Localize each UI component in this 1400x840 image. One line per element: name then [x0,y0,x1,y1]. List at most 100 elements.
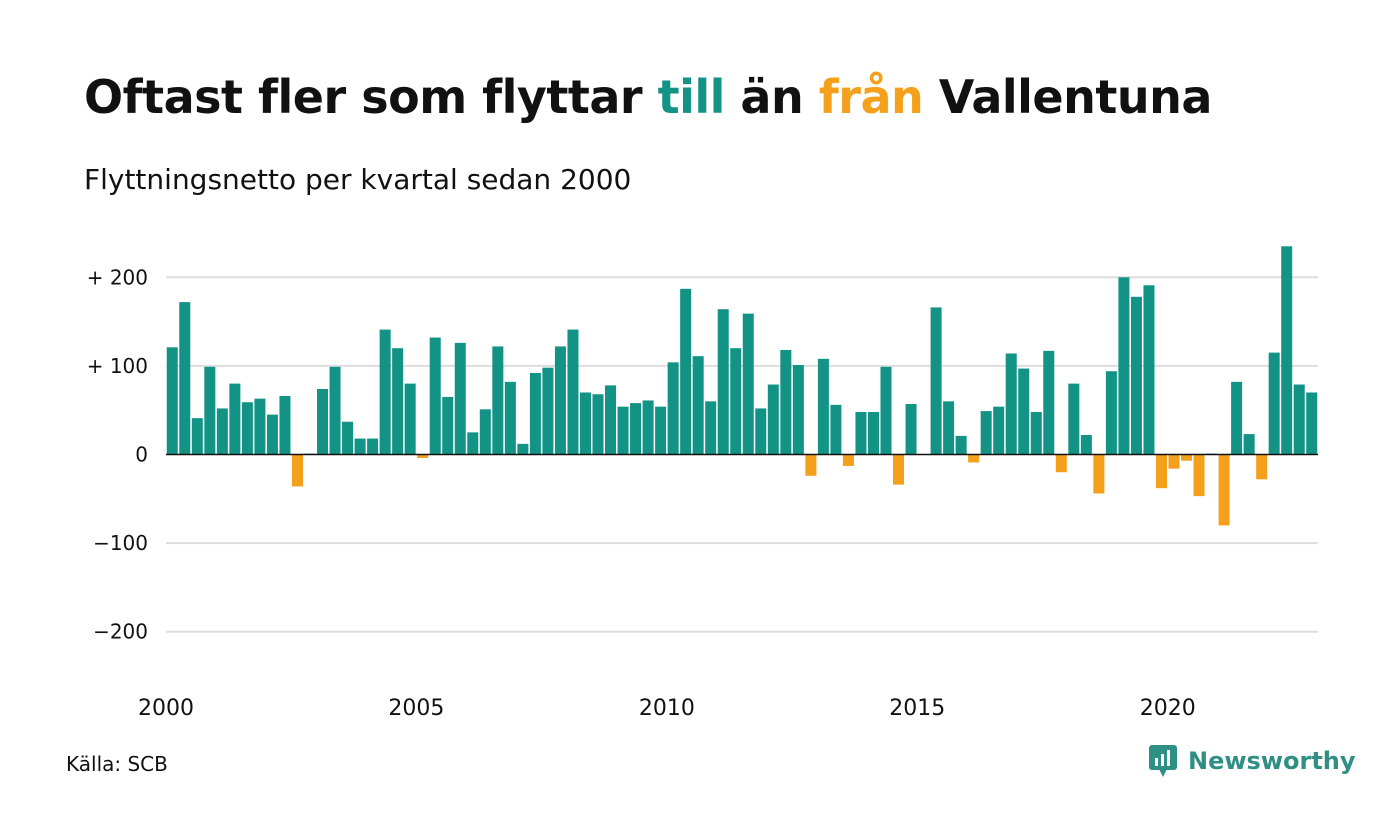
bar [354,438,366,455]
newsworthy-logo-icon [1149,745,1177,777]
bar [392,348,404,455]
x-tick-label: 2015 [889,696,945,721]
bar [1043,350,1055,455]
bar [216,408,228,455]
bar [1080,435,1092,455]
bar [1231,381,1243,455]
bar [1268,352,1280,455]
bar [642,400,654,455]
y-tick-label: −100 [93,531,148,555]
bar [1030,411,1042,455]
y-tick-label: 0 [135,443,148,467]
bar [1193,454,1205,497]
bar [329,366,341,455]
bar [667,362,679,455]
bar [817,358,829,455]
logo-text: Newsworthy [1188,747,1356,775]
bar [404,383,416,455]
bars [166,246,1318,526]
bar [279,396,291,455]
bar [1118,277,1130,455]
newsworthy-logo: Newsworthy [1148,744,1356,778]
bar [867,411,879,455]
bar [254,398,266,455]
source-note: Källa: SCB [66,752,168,776]
chart-title: Oftast fler som flyttar till än från Val… [84,74,1212,120]
bar [1281,246,1293,455]
bar [930,307,942,455]
bar [705,401,717,455]
bar [630,403,642,455]
chart-subtitle: Flyttningsnetto per kvartal sedan 2000 [84,163,632,196]
bar [680,288,692,455]
bar [1243,434,1255,455]
bar [241,402,253,455]
bar [454,342,466,455]
title-highlight-from: från [818,70,924,124]
bar [1143,285,1155,455]
bar [780,349,792,455]
bar [968,454,980,463]
bar [717,309,729,455]
y-tick-label: + 200 [87,265,148,289]
bar [291,454,303,487]
bar [517,443,529,455]
bar [617,406,629,455]
bar [317,388,329,455]
bar [1168,454,1180,469]
bar [579,392,591,455]
bar [1093,454,1105,494]
y-axis-labels: + 200 + 100 0 −100 −200 [87,265,148,643]
x-axis-labels: 2000 2005 2010 2015 2020 [138,696,1196,721]
bar [943,401,955,455]
bar [1181,454,1193,461]
bar [542,367,554,455]
x-tick-label: 2020 [1140,696,1196,721]
bar [567,329,579,455]
x-tick-label: 2000 [138,696,194,721]
title-part-3: Vallentuna [923,70,1213,124]
bar [1005,353,1017,455]
bar [655,406,667,455]
bar [1293,384,1305,455]
bar [266,414,278,455]
bar [955,435,967,455]
title-highlight-to: till [657,70,726,124]
y-tick-label: −200 [93,620,148,644]
bar [204,366,216,455]
x-tick-label: 2005 [388,696,444,721]
bar [529,372,541,455]
bar [842,454,854,467]
bar [442,396,454,455]
bar [1130,296,1142,455]
bar [767,384,779,455]
x-tick-label: 2010 [639,696,695,721]
bar [1018,368,1030,455]
bar [980,411,992,455]
y-tick-label: + 100 [87,354,148,378]
bar [1306,392,1318,455]
bar [367,438,379,455]
bar [830,404,842,455]
bar [417,454,429,459]
bar [730,348,742,455]
bar [692,356,704,455]
bar [1155,454,1167,489]
bar [1055,454,1067,473]
bar [993,406,1005,455]
bar [605,385,617,455]
bar [855,411,867,455]
title-part-2: än [724,70,819,124]
bar [905,404,917,455]
bar [554,346,566,455]
bar [191,418,203,455]
bar [479,409,491,455]
bar [880,366,892,455]
bar [492,346,504,455]
bar [893,454,905,485]
bar [379,329,391,455]
bar [755,408,767,455]
bar [805,454,817,476]
bar [1218,454,1230,526]
